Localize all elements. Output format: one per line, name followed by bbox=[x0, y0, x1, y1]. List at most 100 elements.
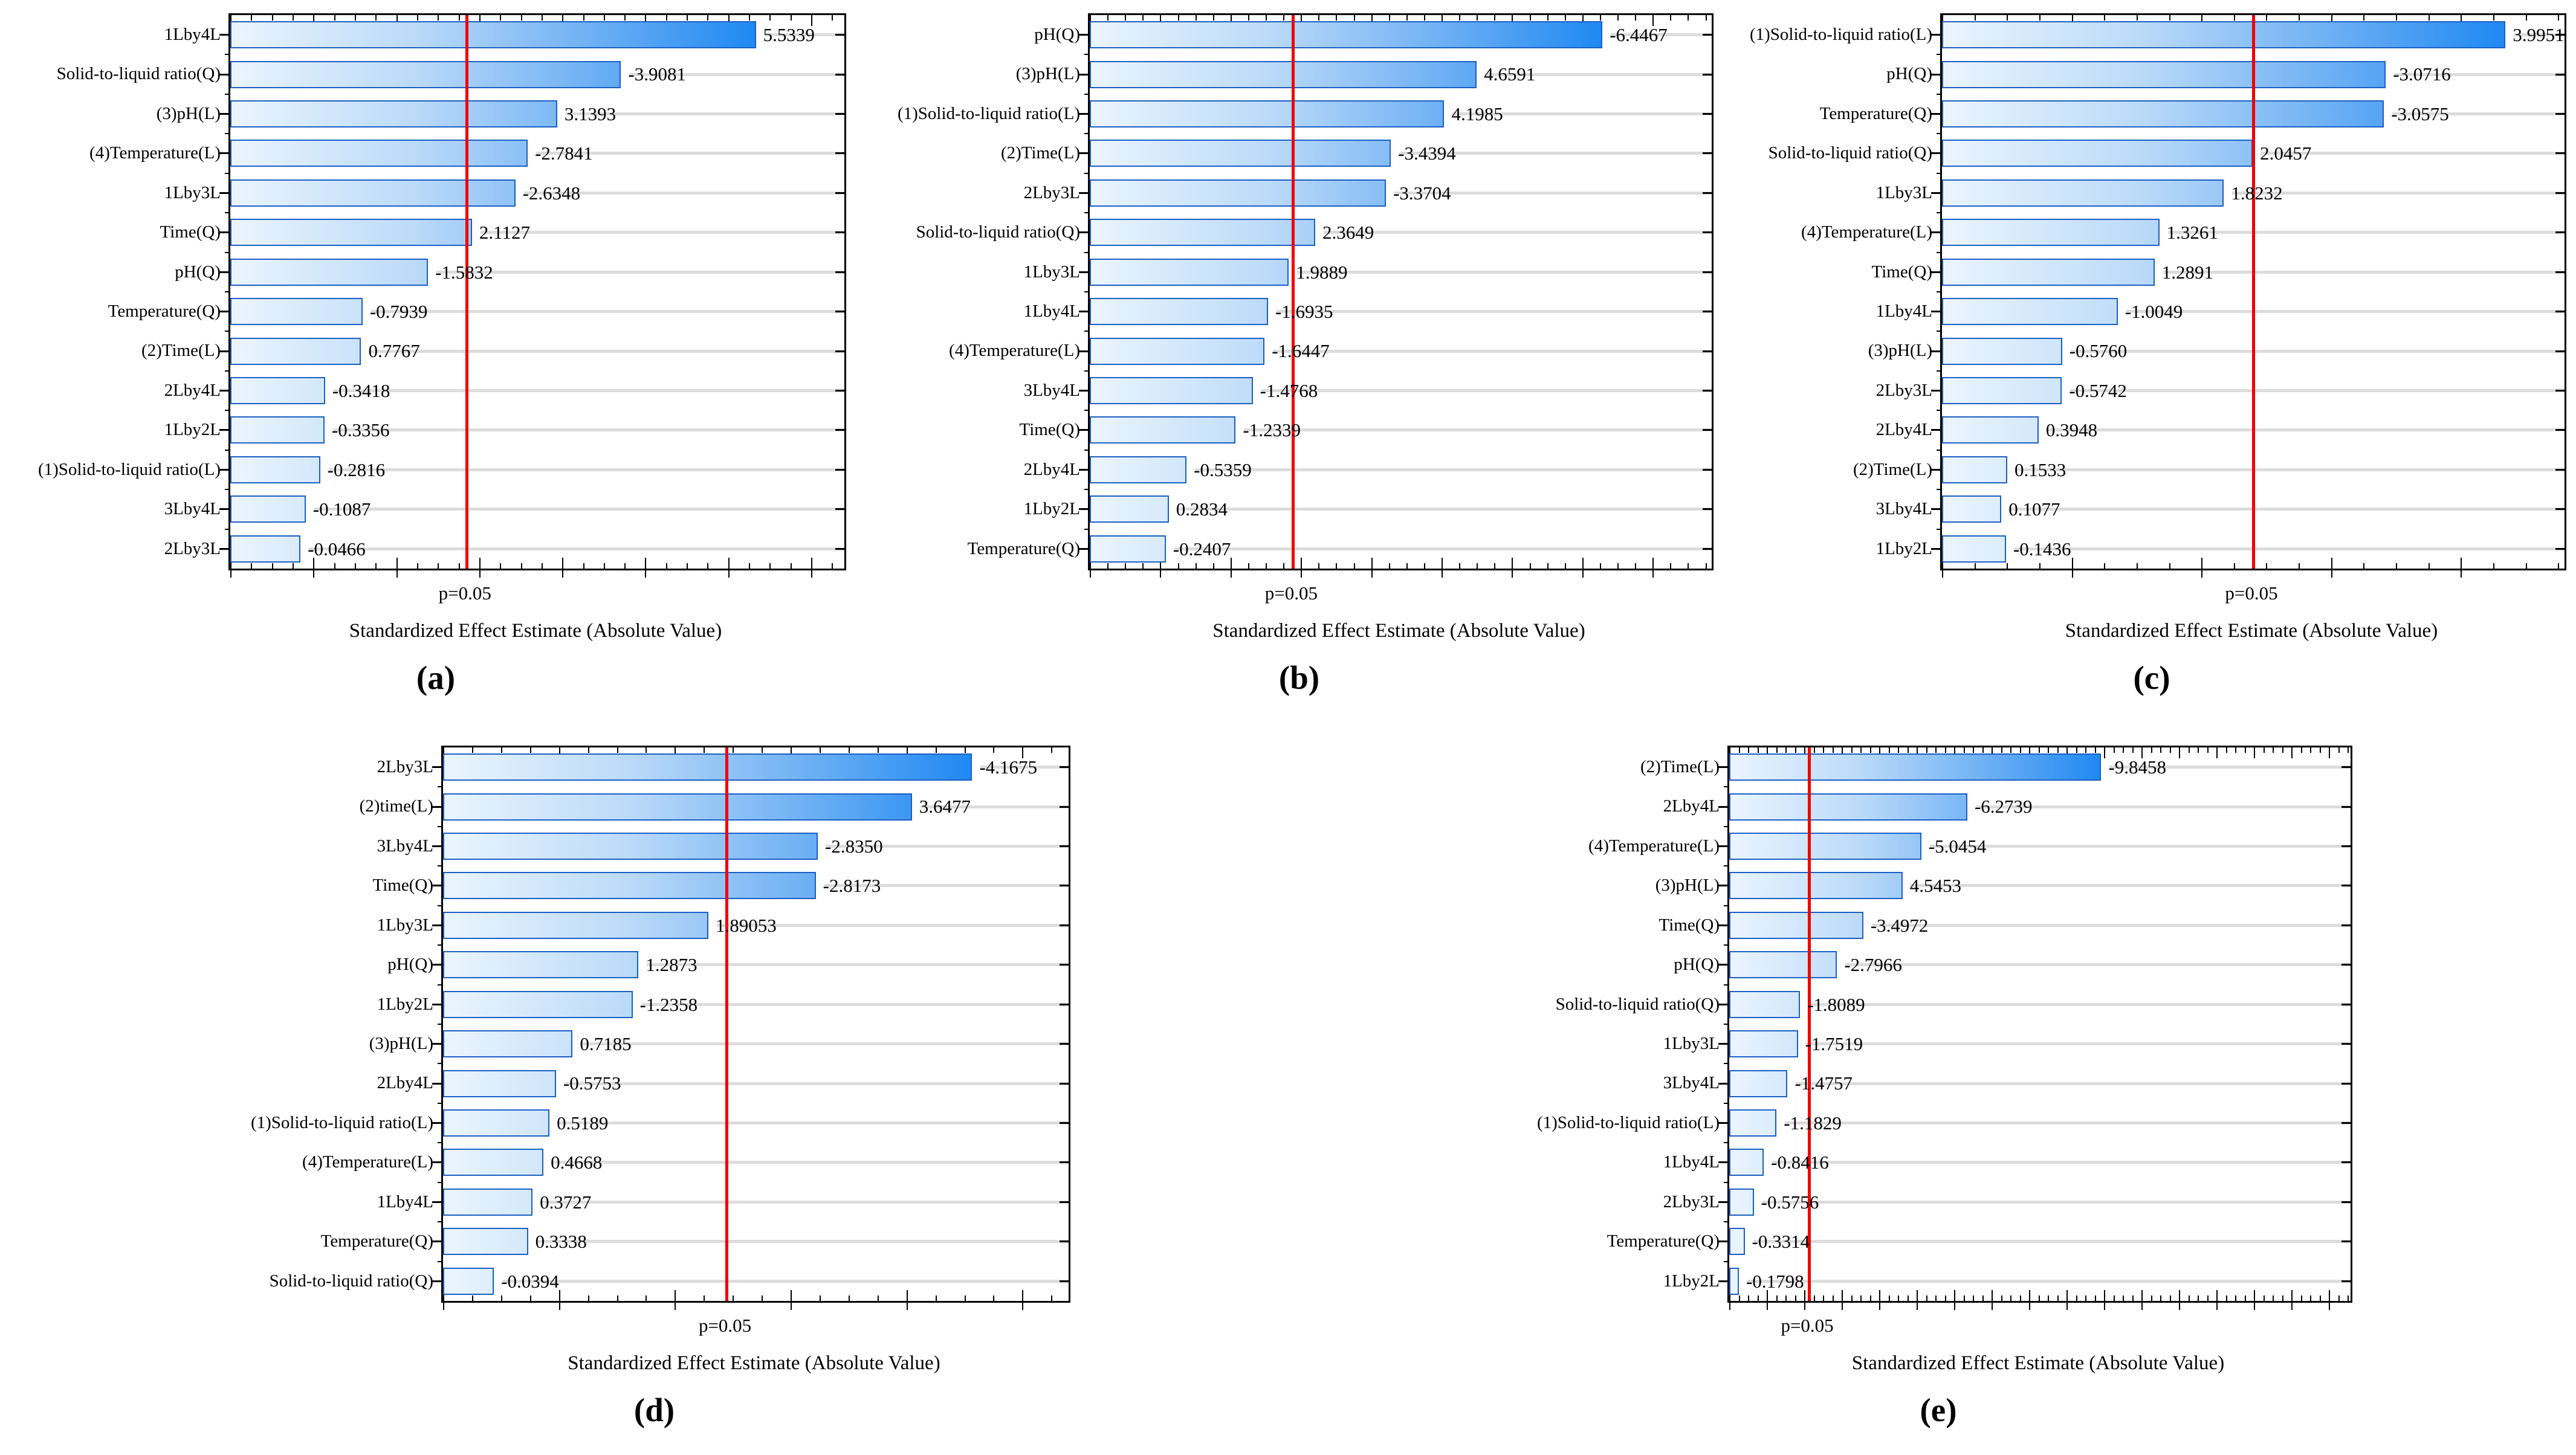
x-axis-minor-tick bbox=[251, 563, 253, 569]
left-axis-minor-tick bbox=[1724, 1063, 1729, 1065]
row-gridline bbox=[2514, 33, 2565, 37]
left-axis-minor-tick bbox=[1084, 449, 1090, 451]
x-axis-minor-tick bbox=[964, 747, 966, 753]
left-axis-minor-tick bbox=[225, 331, 230, 332]
row-gridline bbox=[1929, 845, 2351, 848]
left-axis-minor-tick bbox=[1084, 370, 1090, 372]
right-axis-tick bbox=[1703, 390, 1712, 392]
right-axis-tick bbox=[1060, 924, 1069, 926]
row-gridline bbox=[2261, 152, 2565, 155]
bar-row: -2.6348 1Lby3L bbox=[164, 172, 844, 213]
value-label: -0.5753 bbox=[563, 1073, 621, 1094]
x-axis-minor-tick bbox=[665, 563, 667, 569]
left-axis-tick bbox=[1079, 547, 1088, 550]
x-axis-minor-tick bbox=[704, 747, 705, 753]
x-axis-minor-tick bbox=[1907, 1295, 1909, 1301]
bar-row: -1.6447 (4)Temperature(L) bbox=[949, 331, 1712, 370]
bar-row: -2.8350 3Lby4L bbox=[377, 825, 1069, 866]
x-axis-major-tick bbox=[1842, 747, 1843, 758]
row-gridline bbox=[502, 1279, 1069, 1283]
right-axis-tick bbox=[835, 73, 844, 76]
x-axis-minor-tick bbox=[1688, 563, 1689, 569]
row-gridline bbox=[1806, 1042, 2351, 1046]
effect-bar bbox=[1729, 1149, 1764, 1176]
x-axis-minor-tick bbox=[790, 563, 792, 569]
x-axis-title: Standardized Effect Estimate (Absolute V… bbox=[1212, 620, 1585, 642]
x-axis-minor-tick bbox=[704, 1295, 705, 1301]
bar-row: 0.7767 (2)Time(L) bbox=[141, 331, 844, 370]
x-axis-minor-tick bbox=[2169, 15, 2170, 21]
category-label: (4)Temperature(L) bbox=[1588, 836, 1720, 856]
x-axis-major-tick bbox=[1729, 1290, 1730, 1301]
x-axis-minor-tick bbox=[832, 15, 833, 21]
right-axis-tick bbox=[835, 547, 844, 550]
x-axis-minor-tick bbox=[2038, 1295, 2040, 1301]
x-axis-minor-tick bbox=[993, 747, 995, 753]
left-axis-tick bbox=[1079, 113, 1088, 115]
effect-bar bbox=[1729, 1267, 1739, 1295]
bar-row: -0.5742 2Lby3L bbox=[1876, 370, 2565, 410]
x-axis-minor-tick bbox=[2225, 747, 2227, 753]
category-label: 1Lby4L bbox=[164, 25, 221, 44]
x-axis-outer-tick bbox=[443, 1303, 444, 1310]
left-axis-minor-tick bbox=[225, 133, 230, 135]
bar-row: -3.3704 2Lby3L bbox=[1024, 172, 1712, 213]
right-axis-tick bbox=[1060, 1280, 1069, 1282]
bar-row: 1.9889 1Lby3L bbox=[1024, 251, 1712, 292]
effect-bar bbox=[1942, 298, 2118, 326]
x-axis-minor-tick bbox=[2094, 747, 2096, 753]
x-axis-minor-tick bbox=[1212, 15, 1214, 21]
value-label: 3.1393 bbox=[564, 103, 616, 124]
left-axis-minor-tick bbox=[1724, 1181, 1729, 1183]
x-axis-minor-tick bbox=[1494, 563, 1496, 569]
x-axis-minor-tick bbox=[2019, 1295, 2021, 1301]
x-axis-major-tick bbox=[1022, 1290, 1024, 1301]
effect-bar bbox=[230, 140, 528, 167]
x-axis-major-tick bbox=[2329, 747, 2331, 758]
x-axis-outer-tick bbox=[1942, 570, 1943, 578]
right-axis-tick bbox=[2341, 766, 2351, 769]
x-axis-minor-tick bbox=[2282, 747, 2283, 753]
right-axis-tick bbox=[1060, 1082, 1069, 1085]
left-axis-tick bbox=[1079, 34, 1088, 36]
x-axis-major-tick bbox=[2216, 747, 2218, 758]
row-gridline bbox=[2392, 112, 2565, 116]
right-axis-tick bbox=[1703, 271, 1712, 273]
x-axis-minor-tick bbox=[2363, 15, 2365, 21]
left-axis-minor-tick bbox=[438, 905, 443, 906]
x-axis-major-tick bbox=[1582, 558, 1584, 569]
bar-row: -1.4757 3Lby4L bbox=[1663, 1063, 2351, 1103]
effect-bar bbox=[443, 1188, 533, 1216]
left-axis-minor-tick bbox=[1937, 212, 1942, 214]
x-axis-minor-tick bbox=[1248, 15, 1249, 21]
left-axis-minor-tick bbox=[1937, 54, 1942, 56]
left-axis-minor-tick bbox=[1084, 212, 1090, 214]
bar-row: -9.8458 (2)Time(L) bbox=[1640, 747, 2351, 787]
left-axis-tick bbox=[1718, 1240, 1727, 1243]
x-axis-minor-tick bbox=[1617, 15, 1619, 21]
left-axis-tick bbox=[219, 350, 228, 352]
x-axis-major-tick bbox=[675, 1290, 676, 1301]
plot-area-c: 3.9951 (1)Solid-to-liquid ratio(L) -3.0716… bbox=[1750, 13, 2566, 578]
category-label: (3)pH(L) bbox=[1655, 876, 1720, 895]
value-label: 0.3727 bbox=[540, 1191, 592, 1213]
x-axis-minor-tick bbox=[2300, 1295, 2302, 1301]
x-axis-major-tick bbox=[396, 15, 398, 26]
x-axis-minor-tick bbox=[964, 1295, 966, 1301]
x-axis-outer-tick bbox=[906, 1303, 908, 1310]
x-axis-minor-tick bbox=[2266, 15, 2268, 21]
left-axis-minor-tick bbox=[1724, 1102, 1729, 1104]
left-axis-tick bbox=[219, 113, 228, 115]
x-axis-outer-tick bbox=[2179, 1303, 2181, 1310]
bar-row: 0.1533 (2)Time(L) bbox=[1853, 449, 2565, 489]
x-axis-minor-tick bbox=[1388, 563, 1390, 569]
bar-row: 4.1985 (1)Solid-to-liquid ratio(L) bbox=[898, 93, 1712, 134]
left-axis-tick bbox=[1079, 350, 1088, 352]
row-gridline bbox=[920, 805, 1069, 808]
left-axis-minor-tick bbox=[1724, 865, 1729, 867]
x-axis-outer-tick bbox=[1442, 570, 1443, 578]
category-label: 1Lby3L bbox=[1663, 1034, 1720, 1053]
x-axis-major-tick bbox=[645, 558, 647, 569]
right-axis-tick bbox=[1060, 1201, 1069, 1203]
effect-bar bbox=[230, 219, 472, 247]
